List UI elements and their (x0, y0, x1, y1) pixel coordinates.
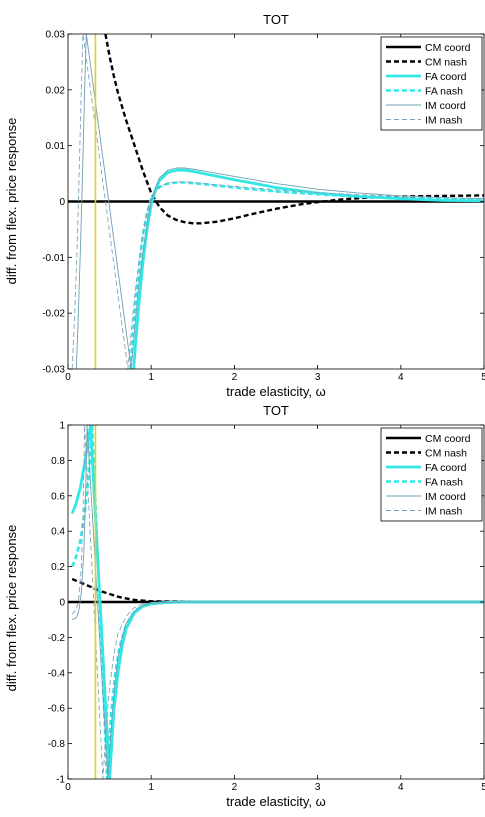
chart-top-ytick-label: -0.01 (42, 253, 65, 264)
chart-top-ytick-label: 0.03 (46, 30, 66, 41)
chart-top-title: TOT (263, 12, 289, 27)
chart-top-xtick-label: 1 (148, 372, 154, 383)
chart-top-xtick-label: 3 (315, 372, 321, 383)
chart-top-ytick-label: 0 (59, 197, 65, 208)
chart-bottom-ytick-label: 0.2 (51, 562, 65, 573)
chart-top-legend-box (380, 36, 483, 131)
chart-top-series-fa-nash (129, 181, 484, 369)
chart-bottom-legend-label: CM coord (425, 433, 471, 445)
chart-top-xtick-label: 2 (232, 372, 238, 383)
chart-bottom-series-cm-nash (71, 577, 484, 604)
chart-bottom-ytick-label: 0.4 (51, 527, 65, 538)
chart-top-legend-label: IM coord (425, 100, 466, 112)
chart-top-series-im-coord (75, 34, 484, 369)
chart-bottom-legend-box (380, 427, 483, 522)
chart-bottom-ytick-label: -0.8 (48, 739, 66, 750)
chart-top-ytick-label: -0.03 (42, 365, 65, 376)
chart-top-ytick-label: 0.01 (46, 141, 66, 152)
chart-bottom-xtick-label: 5 (481, 782, 485, 793)
chart-top-legend-label: IM nash (425, 114, 463, 126)
chart-top-legend: CM coord CM nash FA coord FA nash IM coord IM… (380, 36, 483, 131)
chart-bottom-title: TOT (263, 403, 289, 418)
chart-bottom-xtick-label: 1 (148, 782, 154, 793)
chart-top-xtick-label: 4 (398, 372, 404, 383)
chart-bottom-legend-label: IM nash (425, 505, 463, 517)
chart-top-legend-label: FA coord (425, 71, 467, 83)
chart-bottom-legend-label: CM nash (425, 447, 467, 459)
chart-top-series-cm-nash (104, 34, 484, 225)
chart-bottom-legend: CM coord CM nash FA coord FA nash IM coord IM… (380, 427, 483, 522)
chart-bottom: TOT trade elasticity, ω diff. from flex.… (4, 403, 485, 809)
chart-bottom-xtick-label: 3 (315, 782, 321, 793)
chart-bottom-legend-label: FA nash (425, 476, 463, 488)
chart-bottom-legend-label: IM coord (425, 491, 466, 503)
chart-bottom-xtick-label: 2 (232, 782, 238, 793)
chart-top-xtick-label: 0 (65, 372, 71, 383)
chart-top-legend-label: CM nash (425, 56, 467, 68)
chart-top-legend-label: FA nash (425, 85, 463, 97)
chart-bottom-ytick-label: 0.6 (51, 491, 65, 502)
chart-top-legend-label: CM coord (425, 42, 471, 54)
chart-top-ylabel: diff. from flex. price response (4, 118, 19, 285)
chart-bottom-ytick-label: 0 (59, 598, 65, 609)
chart-top: TOT trade elasticity, ω diff. from flex.… (4, 12, 485, 399)
chart-bottom-series-im-nash (71, 425, 484, 779)
chart-top-plot-area (68, 34, 484, 369)
chart-bottom-ylabel: diff. from flex. price response (4, 525, 19, 692)
chart-bottom-xtick-label: 0 (65, 782, 71, 793)
chart-bottom-ytick-label: -1 (56, 775, 65, 786)
chart-top-xlabel: trade elasticity, ω (226, 384, 326, 399)
chart-top-ytick-label: 0.02 (46, 85, 66, 96)
chart-bottom-ytick-label: -0.4 (48, 668, 66, 679)
chart-top-series-im-nash (71, 34, 484, 369)
chart-bottom-ytick-label: 0.8 (51, 456, 65, 467)
chart-bottom-ytick-label: -0.6 (48, 704, 66, 715)
chart-bottom-ytick-label: 1 (59, 421, 65, 432)
chart-bottom-xtick-label: 4 (398, 782, 404, 793)
chart-bottom-plot-area (68, 425, 484, 779)
chart-bottom-xlabel: trade elasticity, ω (226, 794, 326, 809)
chart-bottom-legend-label: FA coord (425, 462, 467, 474)
chart-top-ytick-label: -0.02 (42, 309, 65, 320)
chart-top-xtick-label: 5 (481, 372, 485, 383)
chart-bottom-ytick-label: -0.2 (48, 633, 66, 644)
